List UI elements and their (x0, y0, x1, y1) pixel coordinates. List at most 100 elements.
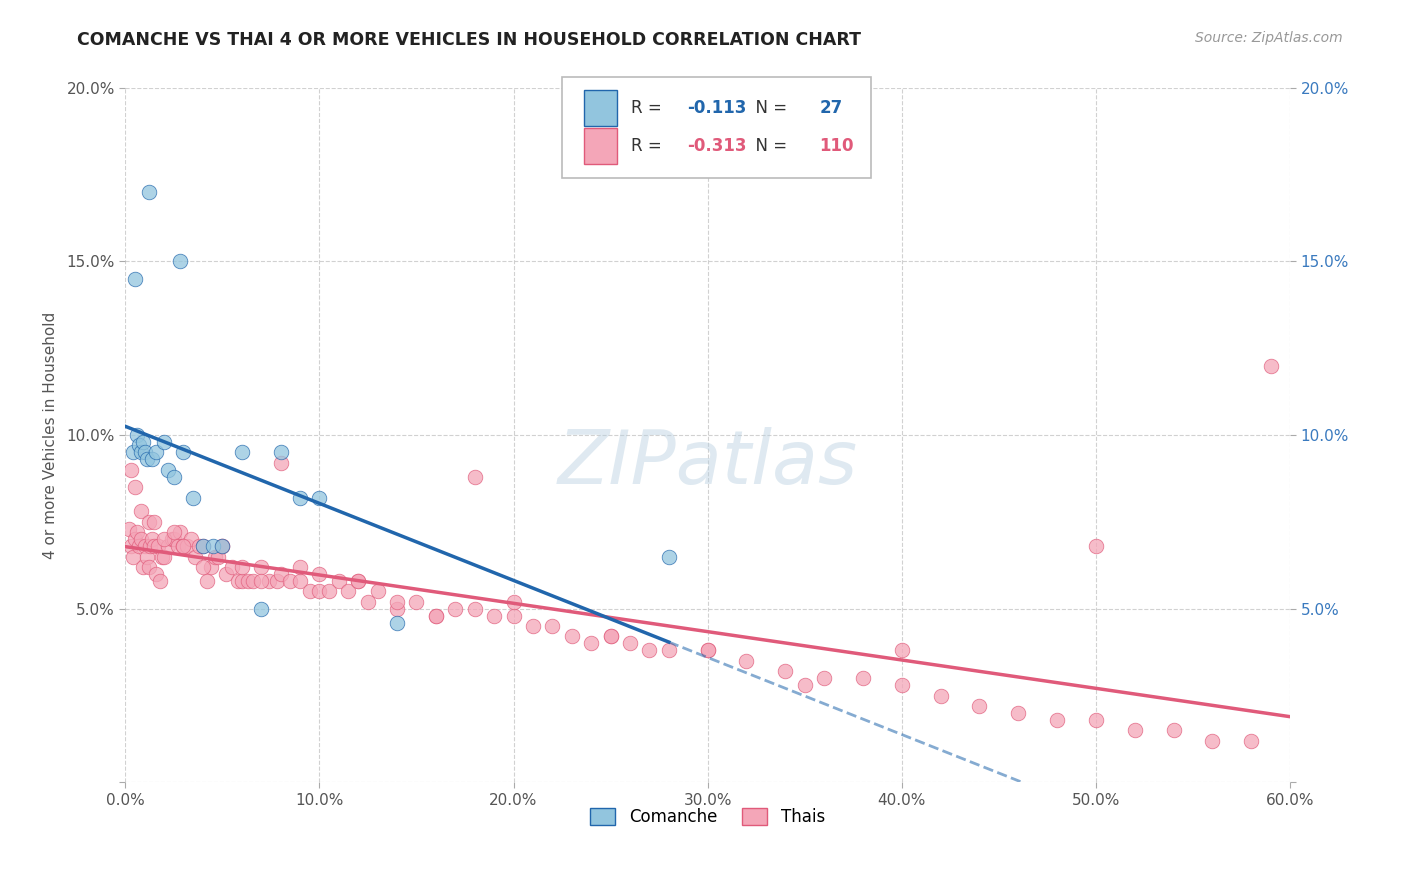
Point (890, 678, 912, 692)
Point (132, 435, 155, 450)
Text: R =: R = (631, 137, 666, 155)
Point (250, 601, 273, 615)
Point (541, 619, 564, 633)
Point (138, 515, 160, 529)
Point (200, 560, 222, 574)
Bar (583, 90, 617, 126)
Point (969, 698, 991, 713)
Point (128, 539, 150, 553)
Point (211, 539, 233, 553)
Text: Source: ZipAtlas.com: Source: ZipAtlas.com (1195, 31, 1343, 45)
Point (156, 539, 179, 553)
Point (367, 584, 389, 599)
Point (145, 566, 167, 581)
Text: COMANCHE VS THAI 4 OR MORE VEHICLES IN HOUSEHOLD CORRELATION CHART: COMANCHE VS THAI 4 OR MORE VEHICLES IN H… (77, 31, 862, 49)
Point (221, 560, 243, 574)
Point (579, 636, 602, 650)
Point (129, 504, 152, 518)
Point (425, 608, 447, 623)
Point (134, 445, 156, 459)
Point (134, 539, 156, 553)
Point (257, 574, 280, 588)
Point (696, 643, 718, 657)
Point (231, 560, 253, 574)
Point (201, 539, 224, 553)
Point (852, 671, 875, 685)
Point (160, 533, 183, 547)
Point (502, 595, 524, 609)
Point (929, 689, 952, 703)
Point (599, 630, 621, 644)
Point (288, 491, 311, 505)
Point (135, 549, 157, 564)
Point (128, 438, 150, 452)
Point (191, 539, 214, 553)
Point (561, 630, 583, 644)
Point (793, 678, 815, 692)
Point (163, 533, 186, 547)
Point (1163, 723, 1185, 738)
Point (318, 584, 340, 599)
Point (308, 491, 330, 505)
Point (1084, 713, 1107, 727)
Point (153, 533, 176, 547)
Point (163, 469, 186, 483)
Point (813, 671, 835, 685)
Text: -0.113: -0.113 (686, 99, 747, 117)
Point (658, 549, 681, 564)
Point (250, 560, 273, 574)
Point (308, 584, 330, 599)
Point (236, 574, 259, 588)
Point (138, 185, 160, 199)
Point (250, 574, 273, 588)
Point (619, 636, 641, 650)
Bar (583, 128, 617, 164)
Point (173, 539, 195, 553)
Text: N =: N = (745, 99, 793, 117)
Point (890, 643, 912, 657)
Point (215, 566, 238, 581)
Point (385, 615, 408, 630)
Point (184, 549, 207, 564)
Point (347, 574, 370, 588)
Point (176, 539, 198, 553)
Point (425, 608, 447, 623)
Point (195, 574, 218, 588)
Point (482, 608, 505, 623)
Point (125, 525, 148, 540)
Point (1260, 359, 1282, 373)
Point (191, 560, 214, 574)
Point (138, 560, 160, 574)
Point (129, 445, 152, 459)
Point (149, 574, 172, 588)
Point (181, 491, 204, 505)
Point (226, 574, 249, 588)
Point (385, 601, 408, 615)
Point (120, 539, 142, 553)
Point (153, 549, 176, 564)
Point (118, 522, 141, 536)
Text: R =: R = (631, 99, 666, 117)
Point (141, 452, 163, 467)
Point (1123, 723, 1146, 738)
Point (1201, 733, 1223, 747)
Text: ZIPatlas: ZIPatlas (558, 427, 858, 499)
Point (153, 435, 176, 450)
Point (1046, 713, 1069, 727)
Point (207, 549, 229, 564)
Point (204, 549, 226, 564)
Point (124, 272, 146, 286)
Point (270, 566, 292, 581)
Legend: Comanche, Thais: Comanche, Thais (583, 802, 831, 833)
Point (188, 539, 211, 553)
Point (173, 445, 195, 459)
Point (143, 539, 166, 553)
Point (122, 549, 145, 564)
Point (1240, 733, 1263, 747)
Point (169, 525, 191, 540)
Point (231, 445, 253, 459)
Point (308, 566, 330, 581)
Point (148, 539, 170, 553)
Point (522, 619, 544, 633)
Point (357, 595, 380, 609)
